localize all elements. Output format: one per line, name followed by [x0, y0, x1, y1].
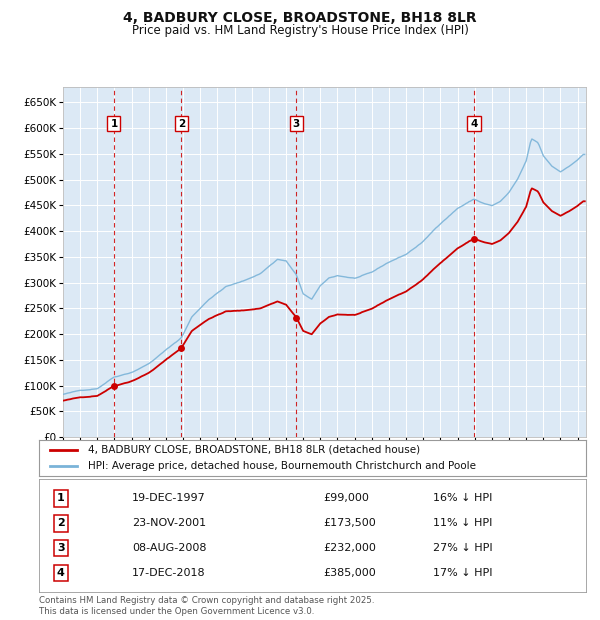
Text: 4: 4 [470, 118, 478, 128]
Text: HPI: Average price, detached house, Bournemouth Christchurch and Poole: HPI: Average price, detached house, Bour… [88, 461, 476, 471]
Text: £99,000: £99,000 [323, 494, 370, 503]
Text: 1: 1 [110, 118, 118, 128]
Text: 16% ↓ HPI: 16% ↓ HPI [433, 494, 493, 503]
Text: 3: 3 [57, 543, 65, 553]
Text: Price paid vs. HM Land Registry's House Price Index (HPI): Price paid vs. HM Land Registry's House … [131, 24, 469, 37]
Text: 4, BADBURY CLOSE, BROADSTONE, BH18 8LR: 4, BADBURY CLOSE, BROADSTONE, BH18 8LR [123, 11, 477, 25]
Text: 27% ↓ HPI: 27% ↓ HPI [433, 543, 493, 553]
Text: 2: 2 [178, 118, 185, 128]
Text: Contains HM Land Registry data © Crown copyright and database right 2025.
This d: Contains HM Land Registry data © Crown c… [39, 596, 374, 616]
Text: 17-DEC-2018: 17-DEC-2018 [132, 568, 206, 578]
Text: 3: 3 [293, 118, 300, 128]
Text: £173,500: £173,500 [323, 518, 376, 528]
Text: 19-DEC-1997: 19-DEC-1997 [132, 494, 206, 503]
Text: 23-NOV-2001: 23-NOV-2001 [132, 518, 206, 528]
Text: 4: 4 [57, 568, 65, 578]
Text: 2: 2 [57, 518, 65, 528]
Text: £385,000: £385,000 [323, 568, 376, 578]
Text: 1: 1 [57, 494, 65, 503]
Text: 11% ↓ HPI: 11% ↓ HPI [433, 518, 493, 528]
Text: 4, BADBURY CLOSE, BROADSTONE, BH18 8LR (detached house): 4, BADBURY CLOSE, BROADSTONE, BH18 8LR (… [88, 445, 421, 455]
Text: £232,000: £232,000 [323, 543, 376, 553]
Text: 17% ↓ HPI: 17% ↓ HPI [433, 568, 493, 578]
Text: 08-AUG-2008: 08-AUG-2008 [132, 543, 206, 553]
